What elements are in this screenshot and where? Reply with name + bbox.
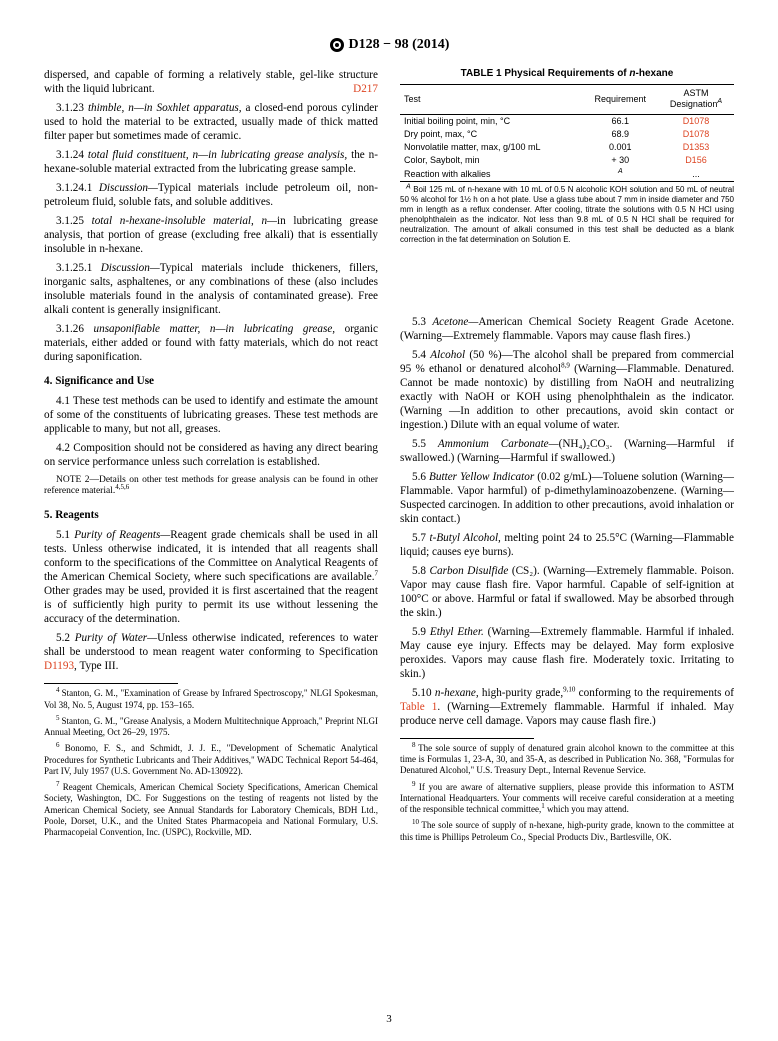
- header-code: D128 − 98 (2014): [349, 37, 450, 52]
- col-requirement: Requirement: [583, 85, 658, 115]
- astm-link[interactable]: D1078: [658, 128, 734, 141]
- footnote-6: 6 Bonomo, F. S., and Schmidt, J. J. E., …: [44, 743, 378, 777]
- footnote-10: 10 The sole source of supply of n-hexane…: [400, 820, 734, 843]
- spacer: [400, 255, 734, 315]
- right-footnotes: 8 The sole source of supply of denatured…: [400, 743, 734, 843]
- table-footnote: A Boil 125 mL of n-hexane with 10 mL of …: [400, 185, 734, 245]
- footnote-8: 8 The sole source of supply of denatured…: [400, 743, 734, 777]
- footnote-5: 5 Stanton, G. M., "Grease Analysis, a Mo…: [44, 716, 378, 739]
- header: D128 − 98 (2014): [44, 36, 734, 54]
- footnote-9: 9 If you are aware of alternative suppli…: [400, 782, 734, 816]
- page: D128 − 98 (2014) dispersed, and capable …: [0, 0, 778, 1041]
- para: 5.4 Alcohol (50 %)—The alcohol shall be …: [400, 348, 734, 432]
- table-row: Dry point, max, °C68.9D1078: [400, 128, 734, 141]
- para: 5.2 Purity of Water—Unless otherwise ind…: [44, 631, 378, 673]
- link-d217[interactable]: D217: [353, 82, 378, 96]
- table-1: TABLE 1 Physical Requirements of n-hexan…: [400, 68, 734, 245]
- col-test: Test: [400, 85, 583, 115]
- para: dispersed, and capable of forming a rela…: [44, 68, 378, 96]
- astm-link[interactable]: D1078: [658, 114, 734, 128]
- para: 3.1.24 total fluid constituent, n—in lub…: [44, 148, 378, 176]
- astm-link[interactable]: D1353: [658, 141, 734, 154]
- table-row: Reaction with alkaliesA...: [400, 168, 734, 182]
- para: 4.1 These test methods can be used to id…: [44, 394, 378, 436]
- para: 5.1 Purity of Reagents—Reagent grade che…: [44, 528, 378, 626]
- left-footnotes-body: 4 Stanton, G. M., "Examination of Grease…: [44, 688, 378, 838]
- footnote-7: 7 Reagent Chemicals, American Chemical S…: [44, 782, 378, 838]
- para: 3.1.24.1 Discussion—Typical materials in…: [44, 181, 378, 209]
- table-title: TABLE 1 Physical Requirements of n-hexan…: [400, 68, 734, 81]
- page-number: 3: [0, 1013, 778, 1027]
- table-header-row: Test Requirement ASTMDesignationA: [400, 85, 734, 115]
- table-row: Color, Saybolt, min+ 30D156: [400, 154, 734, 167]
- astm-logo-icon: [329, 37, 345, 53]
- para: 5.5 Ammonium Carbonate—(NH₄)₂CO₃. (Warni…: [400, 437, 734, 465]
- columns: dispersed, and capable of forming a rela…: [44, 68, 734, 848]
- table-row: Initial boiling point, min, °C66.1D1078: [400, 114, 734, 128]
- astm-link[interactable]: D156: [658, 154, 734, 167]
- col-astm: ASTMDesignationA: [658, 85, 734, 115]
- para: 5.8 Carbon Disulfide (CS₂). (Warning—Ext…: [400, 564, 734, 620]
- para: 3.1.25.1 Discussion—Typical materials in…: [44, 261, 378, 317]
- note-2: NOTE 2—Details on other test methods for…: [44, 475, 378, 499]
- para: 3.1.26 unsaponifiable matter, n—in lubri…: [44, 322, 378, 364]
- para: 5.9 Ethyl Ether. (Warning—Extremely flam…: [400, 625, 734, 681]
- section-4-heading: 4. Significance and Use: [44, 374, 378, 388]
- left-column: dispersed, and capable of forming a rela…: [44, 68, 378, 848]
- section-5-heading: 5. Reagents: [44, 508, 378, 522]
- table-row: Nonvolatile matter, max, g/100 mL0.001D1…: [400, 141, 734, 154]
- link-table1[interactable]: Table 1: [400, 701, 437, 713]
- para: 5.6 Butter Yellow Indicator (0.02 g/mL)—…: [400, 470, 734, 526]
- link-d1193[interactable]: D1193: [44, 660, 74, 672]
- footnote-4: 4 Stanton, G. M., "Examination of Grease…: [44, 688, 378, 711]
- right-column: TABLE 1 Physical Requirements of n-hexan…: [400, 68, 734, 848]
- para: 3.1.25 total n-hexane-insoluble material…: [44, 214, 378, 256]
- para: 3.1.23 thimble, n—in Soxhlet apparatus, …: [44, 101, 378, 143]
- para: 5.7 t-Butyl Alcohol, melting point 24 to…: [400, 531, 734, 559]
- requirements-table: Test Requirement ASTMDesignationA Initia…: [400, 84, 734, 182]
- para: 5.3 Acetone—American Chemical Society Re…: [400, 315, 734, 343]
- para: 4.2 Composition should not be considered…: [44, 441, 378, 469]
- para: 5.10 n-hexane, high-purity grade,9,10 co…: [400, 686, 734, 728]
